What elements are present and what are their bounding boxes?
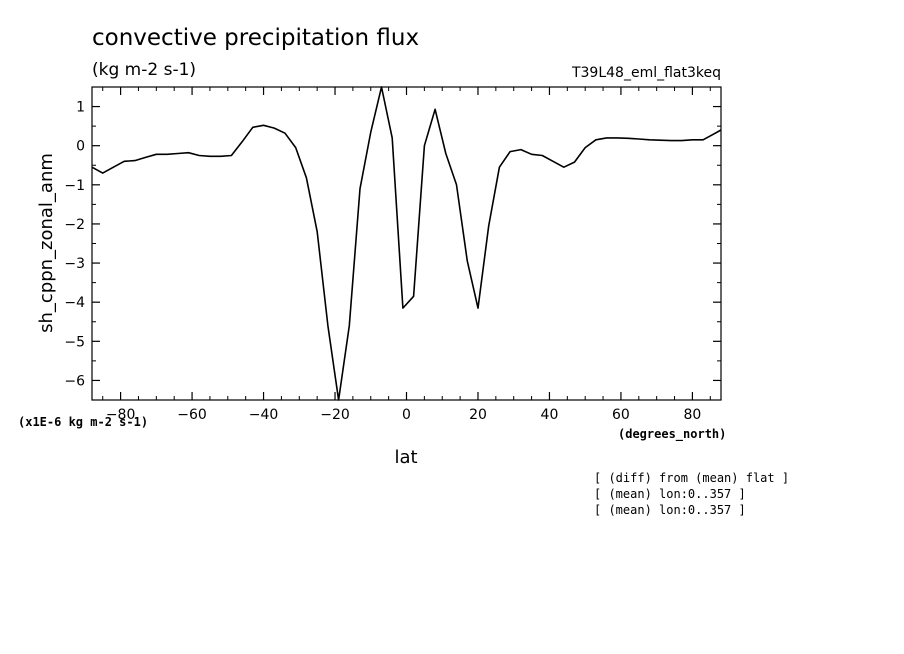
y-axis-label: sh_cppn_zonal_anm (36, 153, 57, 333)
note-lon-mean-2: [ (mean) lon:0..357 ] (594, 503, 746, 517)
y-tick-label: −4 (64, 295, 85, 311)
y-scale-note: (x1E-6 kg m-2 s-1) (18, 415, 148, 429)
y-tick-label: −3 (64, 256, 85, 272)
x-tick-label: −40 (249, 407, 279, 423)
y-tick-label: −1 (64, 178, 85, 194)
run-label: T39L48_eml_flat3keq (571, 65, 721, 81)
series-line (91, 86, 722, 401)
y-tick-label: 1 (76, 100, 85, 116)
x-tick-label: −20 (320, 407, 350, 423)
x-tick-label: 80 (683, 407, 701, 423)
x-tick-label: −60 (177, 407, 207, 423)
chart-title: convective precipitation flux (92, 25, 419, 51)
note-lon-mean-1: [ (mean) lon:0..357 ] (594, 487, 746, 501)
y-tick-label: −6 (64, 373, 85, 389)
x-tick-label: −80 (106, 407, 136, 423)
x-tick-label: 40 (541, 407, 559, 423)
x-axis-label: lat (394, 447, 417, 468)
plot-area (91, 86, 722, 401)
y-tick-label: −2 (64, 217, 85, 233)
x-tick-label: 60 (612, 407, 630, 423)
series-layer (91, 86, 722, 401)
y-tick-label: 0 (76, 139, 85, 155)
x-tick-label: 20 (469, 407, 487, 423)
x-axis-ticks: −80 −60 −40 −20 0 20 40 60 80 (106, 87, 701, 423)
y-axis-ticks: 1 0 −1 −2 −3 −4 −5 −6 (64, 100, 721, 389)
y-tick-label: −5 (64, 334, 85, 350)
x-units-label: (degrees_north) (618, 427, 726, 442)
chart-subtitle: (kg m-2 s-1) (92, 60, 196, 80)
x-tick-label: 0 (402, 407, 411, 423)
plot-frame (91, 86, 722, 401)
note-diff: [ (diff) from (mean) flat ] (594, 471, 789, 485)
